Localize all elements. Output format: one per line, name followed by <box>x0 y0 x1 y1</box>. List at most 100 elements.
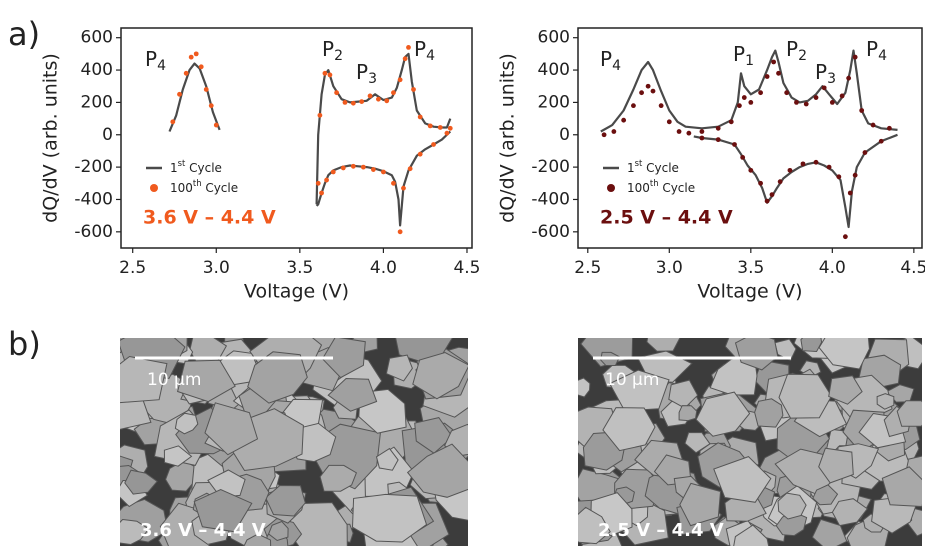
range-label: 3.6 V – 4.4 V <box>143 207 276 229</box>
series-point <box>758 181 763 186</box>
sem-image: 10 µm 2.5 V – 4.4 V <box>564 313 925 546</box>
series-point <box>341 166 346 171</box>
series-point <box>853 173 858 178</box>
y-tick-label: -400 <box>531 189 570 209</box>
series-point <box>177 92 182 97</box>
y-axis-label: dQ/dV (arb. units) <box>497 53 519 223</box>
series-line <box>601 51 898 227</box>
series-point <box>184 71 189 76</box>
series-point <box>391 181 396 186</box>
series-point <box>448 126 453 131</box>
peak-label: P1 <box>733 42 754 70</box>
series-point <box>204 87 209 92</box>
y-tick-label: 200 <box>81 92 113 112</box>
series-point <box>376 97 381 102</box>
panel-label: a) <box>8 15 40 53</box>
x-tick-label: 3.0 <box>203 258 230 278</box>
series-point <box>381 170 386 175</box>
series-point <box>391 90 396 95</box>
range-label: 2.5 V – 4.4 V <box>600 207 733 229</box>
series-point <box>324 178 329 183</box>
legend-label: 100th Cycle <box>627 178 695 195</box>
series-point <box>732 142 737 147</box>
series-point <box>770 192 775 197</box>
series-point <box>403 56 408 61</box>
peak-label: P4 <box>866 37 887 65</box>
series-point <box>758 90 763 95</box>
panel-label: b) <box>8 325 41 363</box>
series-point <box>801 161 806 166</box>
x-axis-label: Voltage (V) <box>697 281 802 303</box>
series-point <box>651 89 656 94</box>
series-point <box>788 168 793 173</box>
scale-label: 10 µm <box>605 370 659 390</box>
y-tick-label: -400 <box>74 189 113 209</box>
particle <box>570 378 590 397</box>
series-point <box>771 60 776 65</box>
x-tick-label: 2.5 <box>119 258 146 278</box>
series-point <box>318 113 323 118</box>
x-tick-label: 3.0 <box>656 258 683 278</box>
series-point <box>319 191 324 196</box>
series-point <box>398 229 403 234</box>
series-point <box>686 131 691 136</box>
series-point <box>667 119 672 124</box>
series-point <box>170 119 175 124</box>
series-point <box>729 119 734 124</box>
y-tick-label: 600 <box>538 28 570 48</box>
peak-label: P4 <box>145 47 166 75</box>
series-point <box>361 165 366 170</box>
image-caption: 2.5 V – 4.4 V <box>598 520 724 541</box>
series-point <box>334 90 339 95</box>
series-point <box>794 100 799 105</box>
y-tick-label: 400 <box>81 60 113 80</box>
peak-label: P4 <box>600 47 621 75</box>
sem-image: 10 µm3.6 V – 4.4 V <box>89 313 498 546</box>
series-point <box>778 179 783 184</box>
series-point <box>445 131 450 136</box>
y-tick-label: 0 <box>102 125 113 145</box>
series-point <box>804 102 809 107</box>
series-point <box>209 103 214 108</box>
series-point <box>742 95 747 100</box>
peak-label: P3 <box>356 60 377 88</box>
y-tick-label: -600 <box>531 222 570 242</box>
peak-label: P3 <box>815 60 836 88</box>
series-point <box>438 125 443 130</box>
series-point <box>621 118 626 123</box>
y-tick-label: 0 <box>559 125 570 145</box>
series-point <box>776 71 781 76</box>
series-point <box>836 174 841 179</box>
series-point <box>611 129 616 134</box>
series-point <box>848 191 853 196</box>
series-point <box>871 123 876 128</box>
series-point <box>199 64 204 69</box>
legend-marker <box>150 184 158 192</box>
x-tick-label: 3.5 <box>737 258 764 278</box>
x-tick-label: 4.0 <box>370 258 397 278</box>
particle <box>801 332 822 351</box>
series-point <box>700 129 705 134</box>
series-point <box>677 129 682 134</box>
series-point <box>328 73 333 78</box>
legend-label: 1st Cycle <box>170 158 222 175</box>
series-point <box>853 55 858 60</box>
series-point <box>716 126 721 131</box>
x-tick-label: 4.5 <box>900 258 925 278</box>
y-tick-label: -600 <box>74 222 113 242</box>
series-point <box>765 199 770 204</box>
series-point <box>602 132 607 137</box>
series-point <box>846 76 851 81</box>
series-point <box>406 45 411 50</box>
series-point <box>316 181 321 186</box>
series-point <box>343 100 348 105</box>
y-tick-label: -200 <box>531 157 570 177</box>
series-point <box>408 166 413 171</box>
series-point <box>214 123 219 128</box>
series-point <box>863 150 868 155</box>
series-point <box>411 87 416 92</box>
series-point <box>384 98 389 103</box>
